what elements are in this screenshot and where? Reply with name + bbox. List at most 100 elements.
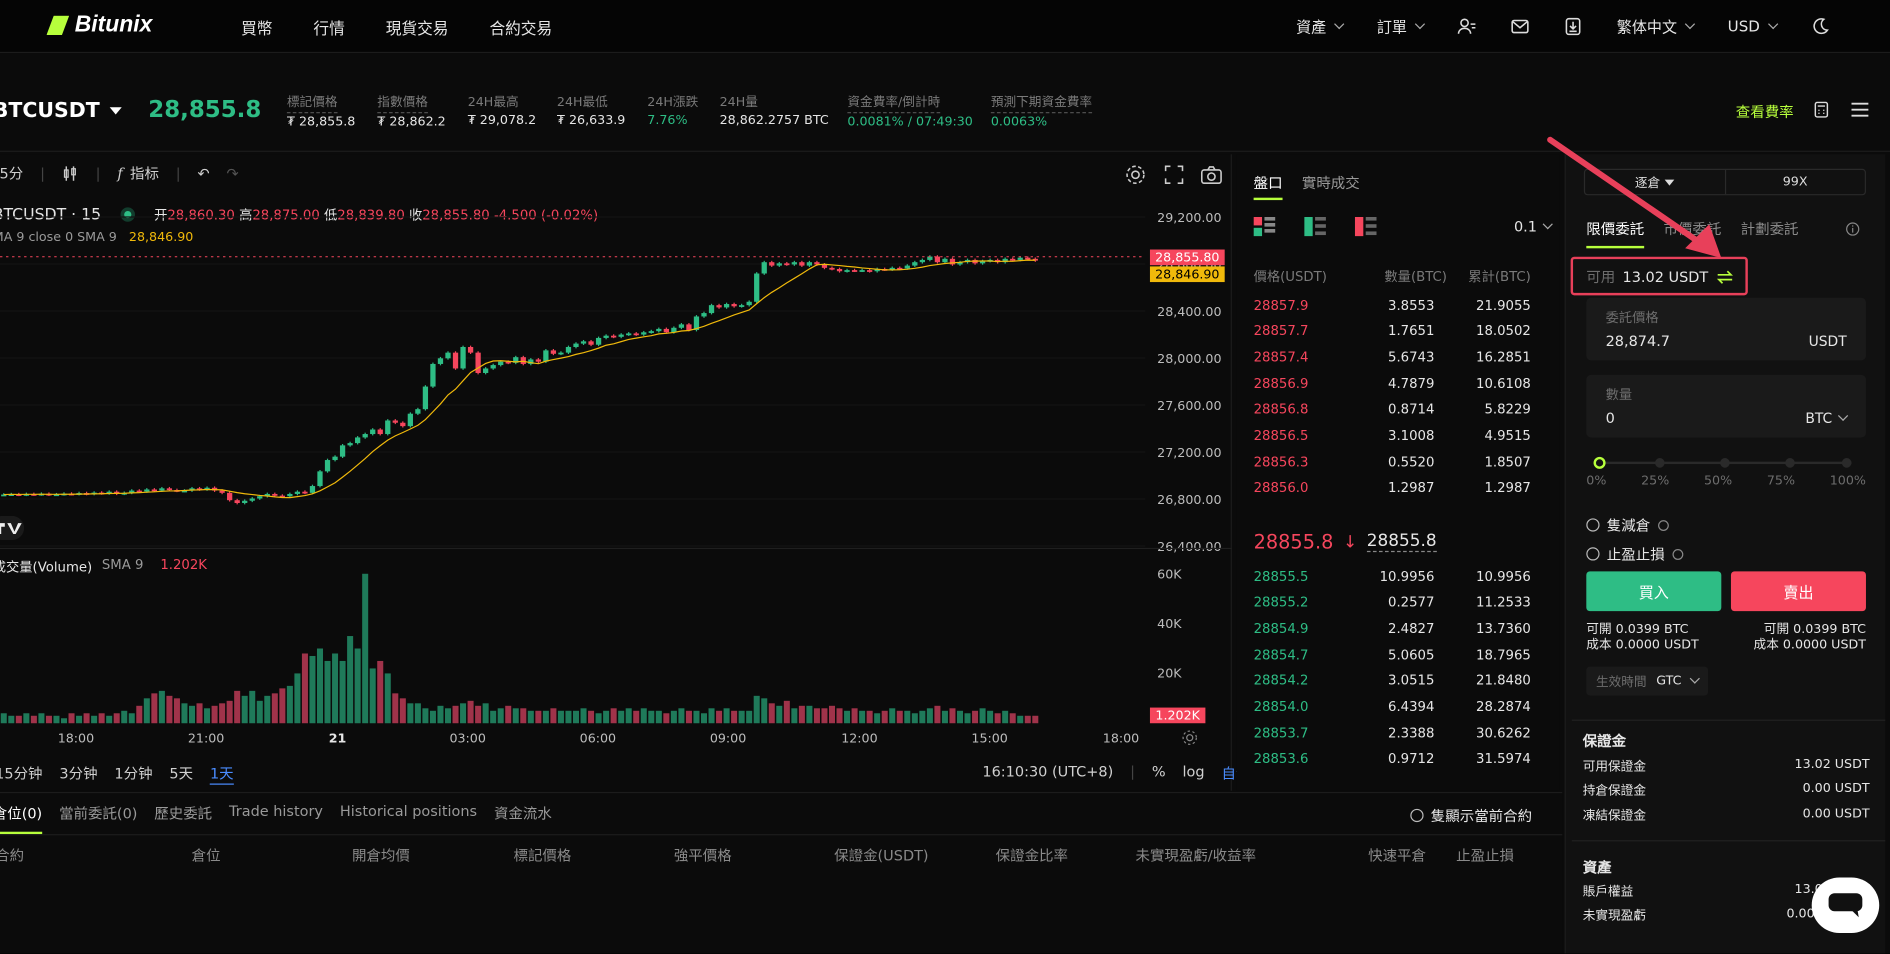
tpsl-checkbox[interactable]: 止盈止損 bbox=[1586, 544, 1684, 564]
orderbook-row[interactable]: 28855.5 10.9956 10.9956 bbox=[1254, 564, 1531, 588]
orderbook-row[interactable]: 28853.7 2.3388 30.6262 bbox=[1254, 721, 1531, 745]
book-bids-icon[interactable] bbox=[1304, 216, 1326, 237]
book-asks-icon[interactable] bbox=[1354, 216, 1377, 237]
show-current-checkbox[interactable]: 隻顯示當前合約 bbox=[1410, 805, 1532, 825]
transfer-icon[interactable] bbox=[1715, 269, 1734, 284]
orderbook-row[interactable]: 28853.6 0.9712 31.5974 bbox=[1254, 747, 1531, 771]
info-icon[interactable] bbox=[1672, 548, 1684, 560]
tab-trigger[interactable]: 計劃委託 bbox=[1740, 220, 1799, 238]
tab-funding-flow[interactable]: 資金流水 bbox=[493, 805, 552, 823]
interval-1d[interactable]: 1天 bbox=[209, 763, 234, 785]
nav-item-markets[interactable]: 行情 bbox=[313, 20, 345, 39]
nav-item-futures[interactable]: 合約交易 bbox=[489, 20, 553, 39]
price-chart[interactable]: 29,200.0028,800.0028,400.0028,000.0027,6… bbox=[0, 193, 1232, 760]
sell-button[interactable]: 賣出 bbox=[1730, 571, 1866, 612]
tradingview-logo-icon[interactable] bbox=[0, 515, 25, 541]
pct-75[interactable]: 75% bbox=[1766, 473, 1796, 489]
nav-item-buy-crypto[interactable]: 買幣 bbox=[241, 20, 273, 39]
orderbook-row[interactable]: 28854.9 2.4827 13.7360 bbox=[1254, 616, 1531, 640]
pct-100[interactable]: 100% bbox=[1829, 473, 1866, 489]
stat-label[interactable]: 預測下期資金費率 bbox=[990, 94, 1093, 114]
redo-icon[interactable]: ↷ bbox=[226, 164, 239, 182]
amount-slider[interactable] bbox=[1593, 456, 1852, 469]
axis-settings-icon[interactable] bbox=[1181, 729, 1198, 746]
stat-label[interactable]: 標記價格 bbox=[286, 94, 338, 114]
volume-bar bbox=[987, 710, 994, 724]
stat-label[interactable]: 指數價格 bbox=[377, 94, 428, 114]
language-menu[interactable]: 繁体中文 bbox=[1617, 14, 1696, 37]
orderbook-row[interactable]: 28854.2 3.0515 21.8480 bbox=[1254, 669, 1531, 693]
volume-bar bbox=[204, 708, 211, 724]
reduce-only-checkbox[interactable]: 隻減倉 bbox=[1586, 515, 1669, 535]
tab-positions[interactable]: 倉位(0) bbox=[0, 803, 43, 835]
orderbook-row[interactable]: 28856.9 4.7879 10.6108 bbox=[1254, 371, 1531, 395]
tab-recent-trades[interactable]: 實時成交 bbox=[1301, 174, 1360, 192]
volume-bar bbox=[452, 705, 459, 724]
pct-25[interactable]: 25% bbox=[1641, 473, 1670, 489]
camera-icon[interactable] bbox=[1201, 165, 1223, 185]
tab-limit[interactable]: 限價委託 bbox=[1586, 218, 1645, 249]
tab-order-history[interactable]: 歷史委託 bbox=[154, 805, 213, 823]
last-price: 28,855.8 bbox=[148, 96, 262, 123]
quantity-unit-select[interactable]: BTC bbox=[1805, 410, 1849, 427]
tab-historical-positions[interactable]: Historical positions bbox=[339, 802, 478, 820]
mark-price[interactable]: 28855.8 bbox=[1366, 531, 1437, 553]
mail-icon[interactable] bbox=[1511, 16, 1530, 35]
fullscreen-icon[interactable] bbox=[1164, 165, 1184, 185]
leverage-select[interactable]: 99X bbox=[1726, 170, 1865, 194]
orders-menu[interactable]: 訂單 bbox=[1377, 14, 1426, 37]
tab-open-orders[interactable]: 當前委託(0) bbox=[59, 805, 138, 823]
interval-button[interactable]: 15分 bbox=[0, 165, 24, 183]
calculator-icon[interactable] bbox=[1813, 101, 1830, 118]
quantity-input[interactable]: 數量 0 BTC bbox=[1586, 374, 1866, 438]
candle-type-icon[interactable] bbox=[62, 165, 79, 182]
info-icon[interactable] bbox=[1845, 222, 1860, 236]
user-icon[interactable] bbox=[1458, 16, 1477, 35]
orderbook-row[interactable]: 28857.4 5.6743 16.2851 bbox=[1254, 345, 1531, 369]
percent-toggle[interactable]: % bbox=[1151, 763, 1166, 780]
nav-item-spot[interactable]: 現貨交易 bbox=[385, 20, 449, 39]
orderbook-row[interactable]: 28857.9 3.8553 21.9055 bbox=[1254, 293, 1531, 317]
tab-trade-history[interactable]: Trade history bbox=[229, 802, 324, 820]
precision-select[interactable]: 0.1 bbox=[1514, 218, 1553, 235]
brand-logo[interactable]: Bitunix bbox=[48, 12, 152, 39]
download-icon[interactable] bbox=[1564, 16, 1583, 35]
orderbook-row[interactable]: 28856.3 0.5520 1.8507 bbox=[1254, 450, 1531, 474]
menu-icon[interactable] bbox=[1850, 101, 1869, 118]
orderbook-row[interactable]: 28854.7 5.0605 18.7965 bbox=[1254, 643, 1531, 667]
log-toggle[interactable]: log bbox=[1182, 763, 1205, 780]
orderbook-row[interactable]: 28856.0 1.2987 1.2987 bbox=[1254, 476, 1531, 500]
indicator-button[interactable]: 𝑓 指标 bbox=[117, 163, 159, 183]
settings-gear-icon[interactable] bbox=[1125, 164, 1147, 186]
symbol-selector[interactable]: BTCUSDT bbox=[0, 99, 122, 123]
radio-circle-icon bbox=[1586, 547, 1600, 561]
buy-button[interactable]: 買入 bbox=[1586, 571, 1722, 612]
stat-label[interactable]: 資金費率/倒計時 bbox=[847, 94, 941, 114]
interval-3m[interactable]: 3分钟 bbox=[59, 765, 98, 783]
interval-5d[interactable]: 5天 bbox=[169, 765, 194, 783]
info-icon[interactable] bbox=[1657, 519, 1669, 531]
orderbook-row[interactable]: 28855.2 0.2577 11.2533 bbox=[1254, 590, 1531, 614]
assets-menu[interactable]: 資產 bbox=[1296, 14, 1345, 37]
book-both-icon[interactable] bbox=[1253, 216, 1276, 237]
tab-orderbook[interactable]: 盤口 bbox=[1253, 172, 1283, 201]
sell-available: 可開 0.0399 BTC bbox=[1763, 621, 1866, 637]
orderbook-row[interactable]: 28857.7 1.7651 18.0502 bbox=[1254, 319, 1531, 343]
theme-moon-icon[interactable] bbox=[1811, 16, 1830, 35]
currency-menu[interactable]: USD bbox=[1728, 17, 1779, 35]
orderbook-row[interactable]: 28854.0 6.4394 28.2874 bbox=[1254, 695, 1531, 719]
chat-support-button[interactable] bbox=[1811, 877, 1880, 933]
price-input[interactable]: 委託價格 28,874.7 USDT bbox=[1586, 297, 1866, 361]
pct-50[interactable]: 50% bbox=[1704, 473, 1733, 489]
time-in-force-select[interactable]: 生效時間 GTC bbox=[1586, 666, 1708, 696]
interval-1m[interactable]: 1分钟 bbox=[114, 765, 153, 783]
slider-handle[interactable] bbox=[1593, 456, 1606, 469]
orderbook-row[interactable]: 28856.8 0.8714 5.8229 bbox=[1254, 398, 1531, 422]
view-fees-link[interactable]: 查看費率 bbox=[1735, 103, 1794, 121]
margin-mode-select[interactable]: 逐倉 bbox=[1585, 169, 1726, 195]
pct-0[interactable]: 0% bbox=[1586, 473, 1607, 489]
orderbook-row[interactable]: 28856.5 3.1008 4.9515 bbox=[1254, 424, 1531, 448]
candle-body bbox=[686, 324, 692, 331]
undo-icon[interactable]: ↶ bbox=[197, 164, 210, 182]
interval-15m[interactable]: 15分钟 bbox=[0, 765, 43, 783]
